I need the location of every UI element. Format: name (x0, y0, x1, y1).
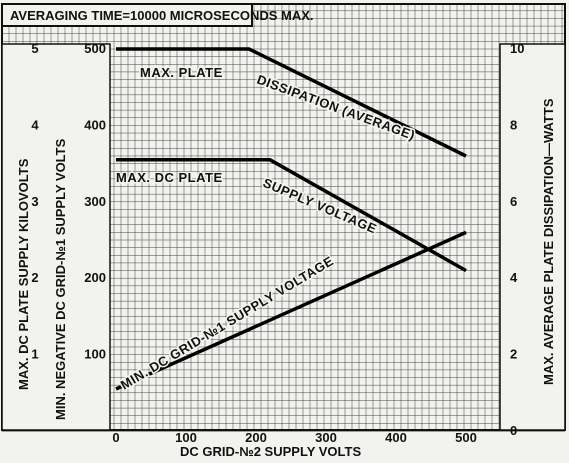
y-left-inner-tick-label: 100 (84, 347, 106, 362)
series-line-1 (116, 158, 467, 273)
series-line-2 (115, 230, 467, 391)
x-axis-label: DC GRID-№2 SUPPLY VOLTS (180, 444, 361, 459)
y-left-inner-tick-label: 200 (84, 270, 106, 285)
y-left-outer-tick-label: 3 (31, 194, 38, 209)
chart-title: AVERAGING TIME=10000 MICROSECONDS MAX. (10, 8, 314, 23)
series-label-0-1: DISSIPATION (AVERAGE) (255, 72, 417, 143)
x-tick-label: 100 (175, 430, 197, 445)
series-label-2-0: MIN. DC GRID-№1 SUPPLY VOLTAGE (118, 253, 336, 392)
right-axis-band (499, 43, 566, 431)
left-axis-band (1, 43, 111, 431)
y-right-tick-label: 2 (510, 347, 517, 362)
series-line-0 (116, 47, 467, 158)
axes-labels: MAX. DC PLATE SUPPLY KILOVOLTS MIN. NEGA… (16, 98, 556, 459)
series-label-0-0: MAX. PLATE (140, 65, 223, 80)
y-right-tick-label: 4 (510, 270, 518, 285)
y-right-tick-label: 0 (510, 423, 517, 438)
series-label-1-0: MAX. DC PLATE (116, 170, 223, 185)
y-left-outer-tick-label: 5 (31, 41, 38, 56)
ticks: 0 100 200 300 400 500 1 2 3 4 5 100 200 300 400 500 0 2 4 6… (31, 41, 524, 445)
curves: MAX. PLATE DISSIPATION (AVERAGE) MAX. DC P… (115, 47, 467, 394)
y-right-label: MAX. AVERAGE PLATE DISSIPATION—WATTS (541, 98, 556, 385)
series-label-1-1: SUPPLY VOLTAGE (261, 175, 379, 237)
x-tick-label: 0 (112, 430, 119, 445)
y-left-outer-tick-label: 2 (31, 270, 38, 285)
x-tick-label: 400 (385, 430, 407, 445)
y-right-tick-label: 6 (510, 194, 517, 209)
y-left-outer-label: MAX. DC PLATE SUPPLY KILOVOLTS (16, 158, 31, 390)
y-left-inner-tick-label: 300 (84, 194, 106, 209)
y-left-inner-label: MIN. NEGATIVE DC GRID-№1 SUPPLY VOLTS (53, 138, 68, 420)
y-left-outer-tick-label: 4 (31, 117, 39, 132)
y-right-tick-label: 8 (510, 117, 517, 132)
x-tick-label: 300 (315, 430, 337, 445)
title-box (1, 3, 253, 27)
y-left-outer-tick-label: 1 (31, 347, 38, 362)
x-tick-label: 500 (455, 430, 477, 445)
y-left-inner-tick-label: 500 (84, 41, 106, 56)
y-left-inner-tick-label: 400 (84, 117, 106, 132)
x-tick-label: 200 (245, 430, 267, 445)
y-right-tick-label: 10 (510, 41, 524, 56)
